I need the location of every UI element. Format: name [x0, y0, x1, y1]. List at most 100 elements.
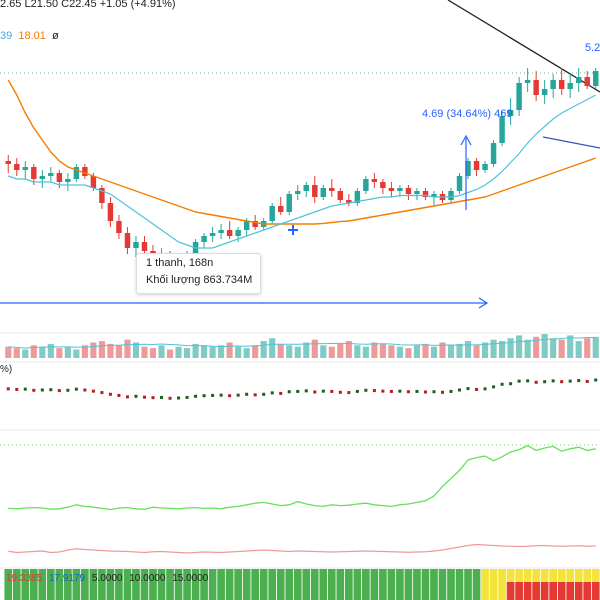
- oscillator-dot: [253, 393, 257, 397]
- oscillator-dot: [219, 393, 223, 397]
- oscillator-dot: [134, 394, 138, 398]
- bottom-bar: [4, 569, 13, 600]
- volume-bar: [277, 343, 284, 358]
- candle-body: [456, 176, 463, 191]
- bottom-bar: [498, 569, 506, 600]
- volume-bar: [226, 342, 233, 358]
- bottom-indicator-values: 19.3385 17.9179 5.0000 10.0000 15.0000: [6, 573, 212, 584]
- bottom-bar: [98, 569, 106, 600]
- oscillator-dot: [66, 388, 70, 392]
- volume-bar: [90, 342, 97, 358]
- candle-body: [73, 167, 80, 179]
- bottom-bar-red: [540, 582, 549, 600]
- oscillator-dot: [458, 388, 462, 392]
- bottom-bar: [379, 569, 387, 600]
- bottom-bar: [115, 569, 123, 600]
- volume-bar: [209, 346, 216, 358]
- oscillator-dot: [287, 390, 291, 394]
- bottom-value-1: 19.3385: [6, 573, 43, 584]
- crosshair-marker[interactable]: [288, 225, 298, 235]
- oscillator-dot: [432, 390, 436, 394]
- candle-body: [397, 188, 403, 191]
- oscillator-dot: [321, 389, 325, 393]
- oscillator-dot: [534, 380, 538, 384]
- bottom-bar: [413, 569, 421, 600]
- oscillator-dot: [398, 389, 402, 393]
- oscillator-dot: [517, 379, 521, 383]
- volume-bar: [56, 348, 63, 358]
- candle-body: [363, 179, 369, 191]
- bottom-bar: [362, 569, 370, 600]
- bottom-bar: [234, 569, 242, 600]
- oscillator-dot: [245, 392, 249, 396]
- candle-body: [277, 206, 284, 212]
- trend-line[interactable]: [447, 0, 600, 93]
- bottom-bar: [225, 569, 234, 600]
- oscillator-dot: [330, 389, 334, 393]
- volume-bar: [592, 336, 599, 358]
- volume-bar: [439, 342, 446, 358]
- candle-body: [295, 191, 301, 194]
- volume-bar: [166, 349, 174, 358]
- oscillator-dot: [304, 389, 308, 393]
- volume-bar: [269, 338, 276, 358]
- volume-bar: [286, 345, 293, 358]
- volume-bar: [456, 343, 463, 358]
- candle-body: [329, 188, 335, 191]
- bottom-bar: [285, 569, 294, 600]
- oscillator-dot: [83, 388, 87, 392]
- bottom-value-5: 15.0000: [172, 573, 209, 584]
- oscillator-dot: [296, 389, 300, 393]
- oscillator-dot: [202, 394, 206, 398]
- bottom-bar: [268, 569, 277, 600]
- oscillator-red-line: [8, 543, 596, 554]
- candle-body: [56, 173, 63, 182]
- oscillator-dot: [347, 391, 351, 395]
- volume-bar: [405, 348, 412, 358]
- volume-bar: [22, 349, 29, 358]
- ma-slow-value: 18.01: [18, 30, 46, 42]
- volume-bar: [354, 345, 361, 358]
- oscillator-dot: [543, 380, 547, 384]
- oscillator-green-line: [8, 444, 596, 511]
- candle-body: [22, 167, 29, 170]
- oscillator-dot: [228, 394, 232, 398]
- volume-bar: [584, 338, 591, 358]
- volume-bar: [5, 346, 12, 358]
- candle-body: [124, 233, 131, 248]
- candle-body: [48, 173, 54, 176]
- bottom-bar-red: [523, 582, 532, 600]
- oscillator-dot: [91, 389, 95, 393]
- oscillator-dot: [475, 387, 479, 391]
- candle-body: [473, 161, 480, 170]
- oscillator-dot: [168, 396, 172, 400]
- candle-body: [422, 191, 429, 197]
- ma-slow-line: [7, 79, 596, 225]
- bottom-bar: [183, 569, 191, 600]
- volume-bar: [481, 342, 489, 358]
- volume-bar: [183, 348, 191, 358]
- bottom-bar: [438, 569, 447, 600]
- candle-body: [243, 221, 250, 230]
- bottom-bar: [208, 569, 217, 600]
- oscillator-dot: [177, 396, 181, 400]
- candle-body: [388, 188, 395, 191]
- pattern-line[interactable]: [542, 136, 600, 149]
- volume-bar: [13, 348, 20, 358]
- bottom-bar: [251, 569, 260, 600]
- candle-body: [533, 80, 539, 95]
- volume-bar: [252, 345, 259, 358]
- oscillator-dot: [423, 390, 427, 394]
- volume-bar: [141, 346, 148, 358]
- volume-bar: [243, 348, 250, 358]
- volume-bar: [516, 335, 523, 358]
- candle-body: [312, 185, 318, 197]
- bottom-bar: [157, 569, 166, 600]
- range-arrow-head: [460, 134, 472, 146]
- bottom-bar-red: [591, 582, 600, 600]
- bottom-bar: [21, 569, 30, 600]
- candle-body: [90, 176, 97, 188]
- candle-body: [39, 176, 46, 179]
- bottom-bar-red: [549, 582, 558, 600]
